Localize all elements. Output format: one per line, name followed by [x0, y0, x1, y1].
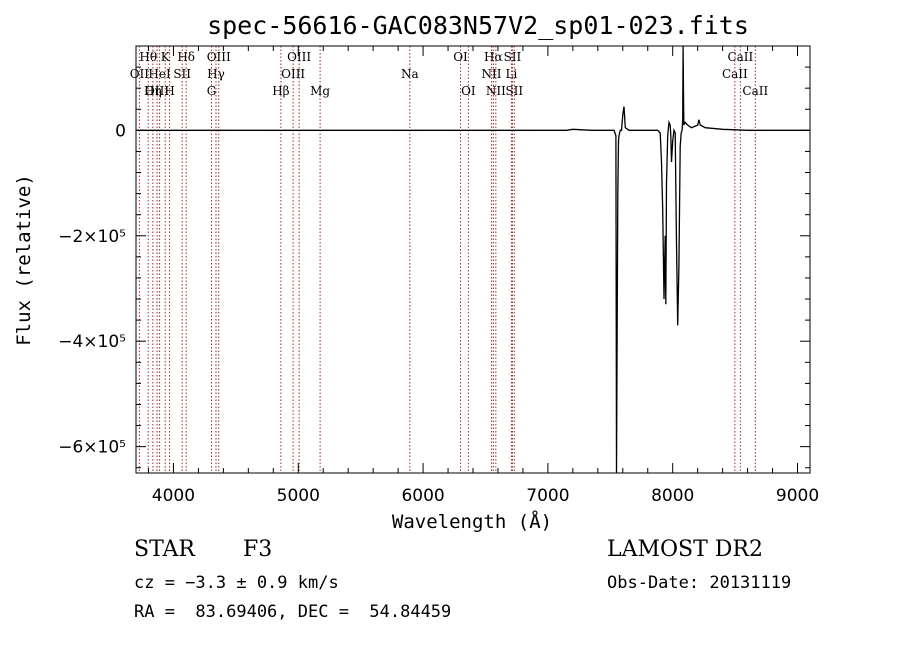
emission-line-label: OI — [453, 50, 468, 64]
emission-line-label: CaII — [742, 84, 768, 98]
object-subclass-label: F3 — [243, 537, 273, 562]
emission-line-label: Hα — [484, 50, 503, 64]
emission-line-label: OIII — [287, 50, 311, 64]
x-tick-label: 4000 — [152, 486, 195, 506]
x-axis-label: Wavelength (Å) — [392, 510, 552, 533]
x-tick-label: 8000 — [651, 486, 694, 506]
observation-date-label: Obs-Date: 20131119 — [607, 573, 792, 593]
emission-line-label: NII — [486, 84, 506, 98]
emission-line-label: Li — [506, 67, 518, 81]
emission-line-label: NII — [481, 67, 501, 81]
plot-frame — [135, 45, 811, 474]
object-class-label: STAR — [134, 537, 195, 562]
emission-line-label: OIII — [281, 67, 305, 81]
emission-line-label: Hβ — [272, 84, 289, 98]
emission-line-label: G — [207, 84, 217, 98]
emission-line-label: OII — [130, 67, 150, 81]
x-tick-label: 7000 — [526, 486, 569, 506]
emission-line-label: Hη — [144, 84, 162, 98]
y-tick-label: 0 — [115, 121, 126, 141]
emission-line-label: CaII — [722, 67, 748, 81]
x-tick-label: 6000 — [401, 486, 444, 506]
y-tick-label: −4×10⁵ — [58, 332, 126, 352]
emission-line-label: SII — [173, 67, 191, 81]
spectrum-series-line — [136, 45, 810, 474]
emission-line-label: SII — [505, 84, 523, 98]
emission-line-labels: Hθ OII OIII K HeI Hη H Hδ SII OIII Hγ G OIII OIII Hβ Mg… — [130, 50, 769, 98]
x-axis-ticks: 4000 5000 6000 7000 8000 9000 — [147, 46, 819, 506]
emission-line-label: HeI — [148, 67, 171, 81]
emission-line-label: OIII — [145, 84, 169, 98]
emission-line-label: Mg — [310, 84, 330, 98]
emission-line-label: SII — [504, 50, 522, 64]
emission-line-label: H — [164, 84, 174, 98]
emission-line-label: Hθ — [139, 50, 157, 64]
chart-title: spec-56616-GAC083N57V2_sp01-023.fits — [207, 11, 749, 40]
emission-line-label: Na — [401, 67, 419, 81]
emission-line-label: OI — [461, 84, 476, 98]
emission-line-label: CaII — [727, 50, 753, 64]
redshift-velocity-label: cz = −3.3 ± 0.9 km/s — [134, 573, 339, 593]
emission-line-label: K — [161, 50, 171, 64]
emission-line-markers — [138, 46, 756, 473]
y-axis-ticks: 0 −2×10⁵ −4×10⁵ −6×10⁵ — [58, 66, 810, 469]
emission-line-label: OIII — [207, 50, 231, 64]
y-axis-label: Flux (relative) — [13, 174, 35, 346]
emission-line-label: Hδ — [177, 50, 195, 64]
y-tick-label: −6×10⁵ — [58, 438, 126, 458]
survey-label: LAMOST DR2 — [607, 537, 763, 562]
coordinates-label: RA = 83.69406, DEC = 54.84459 — [134, 602, 452, 622]
x-tick-label: 5000 — [277, 486, 320, 506]
x-tick-label: 9000 — [776, 486, 819, 506]
y-tick-label: −2×10⁵ — [58, 227, 126, 247]
emission-line-label: Hγ — [207, 67, 225, 81]
